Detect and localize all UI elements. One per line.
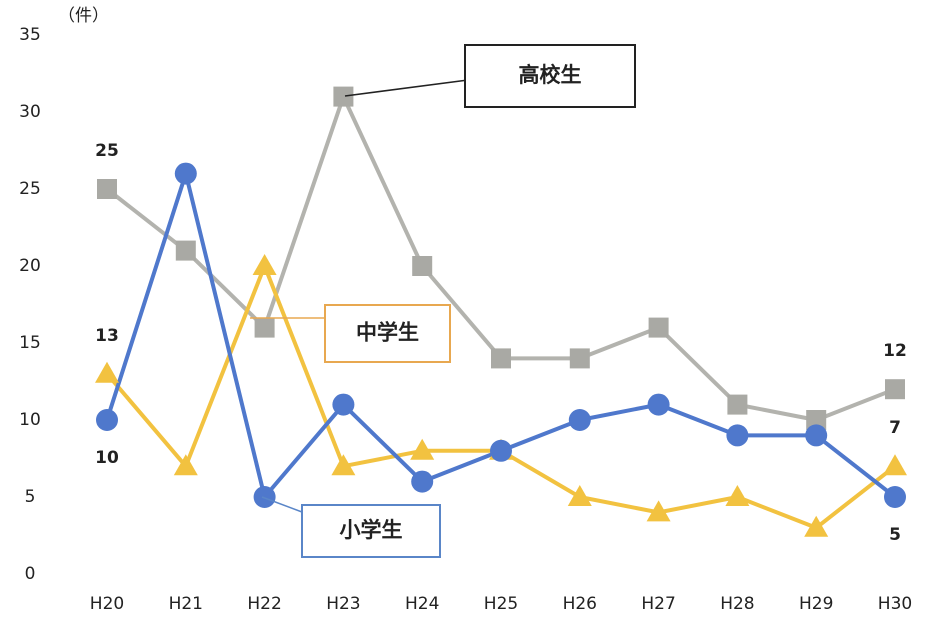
x-tick-label: H20 [90,594,124,614]
x-tick-label: H27 [641,594,675,614]
y-tick-label: 20 [19,256,41,276]
x-tick-label: H30 [878,594,912,614]
marker [491,348,511,369]
legend-box [324,304,451,363]
y-tick-label: 25 [19,179,41,199]
marker [410,438,435,460]
data-label: 7 [889,418,901,438]
marker [332,393,355,416]
marker [97,179,117,199]
marker [647,393,670,416]
marker [96,409,118,431]
marker [727,394,748,415]
marker [648,317,669,338]
legend-box [301,504,441,558]
marker [885,379,905,400]
x-tick-label: H28 [720,594,754,614]
marker [173,454,198,476]
marker [883,454,907,476]
y-unit: （件） [58,6,109,26]
marker [884,486,906,508]
marker [805,424,828,447]
marker [331,454,356,476]
legend-label: 小学生 [340,518,403,542]
y-tick-label: 0 [25,564,36,584]
marker [252,254,277,275]
marker [253,486,276,508]
data-label: 25 [95,141,119,161]
y-tick-label: 35 [19,25,41,45]
marker [254,317,275,338]
marker [725,485,750,506]
marker [568,409,591,431]
data-label: 5 [889,525,901,545]
legend-label: 高校生 [519,63,582,87]
marker [804,515,829,537]
data-label: 10 [95,448,119,468]
x-tick-label: H26 [563,594,597,614]
marker [569,348,590,369]
series-line [105,264,897,530]
marker [646,500,671,522]
marker [174,162,197,185]
x-tick-label: H25 [484,594,518,614]
x-tick-label: H21 [169,594,203,614]
marker [726,424,749,447]
leader-line [344,79,469,97]
marker [95,361,119,383]
x-tick-label: H29 [799,594,833,614]
leader-line [261,496,303,513]
marker [411,470,434,493]
marker [175,240,196,261]
y-tick-label: 30 [19,102,41,122]
marker [567,485,592,506]
marker [490,439,512,462]
marker [412,256,433,276]
y-tick-label: 10 [19,410,41,430]
marker [333,86,354,107]
legend-label: 中学生 [356,321,419,345]
data-label: 13 [95,326,119,346]
x-tick-label: H23 [326,594,360,614]
y-tick-label: 15 [19,333,41,353]
x-tick-label: H24 [405,594,439,614]
marker [806,410,827,430]
y-tick-label: 5 [25,487,36,507]
x-tick-label: H22 [247,594,281,614]
legend-box [464,44,636,108]
data-label: 12 [883,341,907,361]
